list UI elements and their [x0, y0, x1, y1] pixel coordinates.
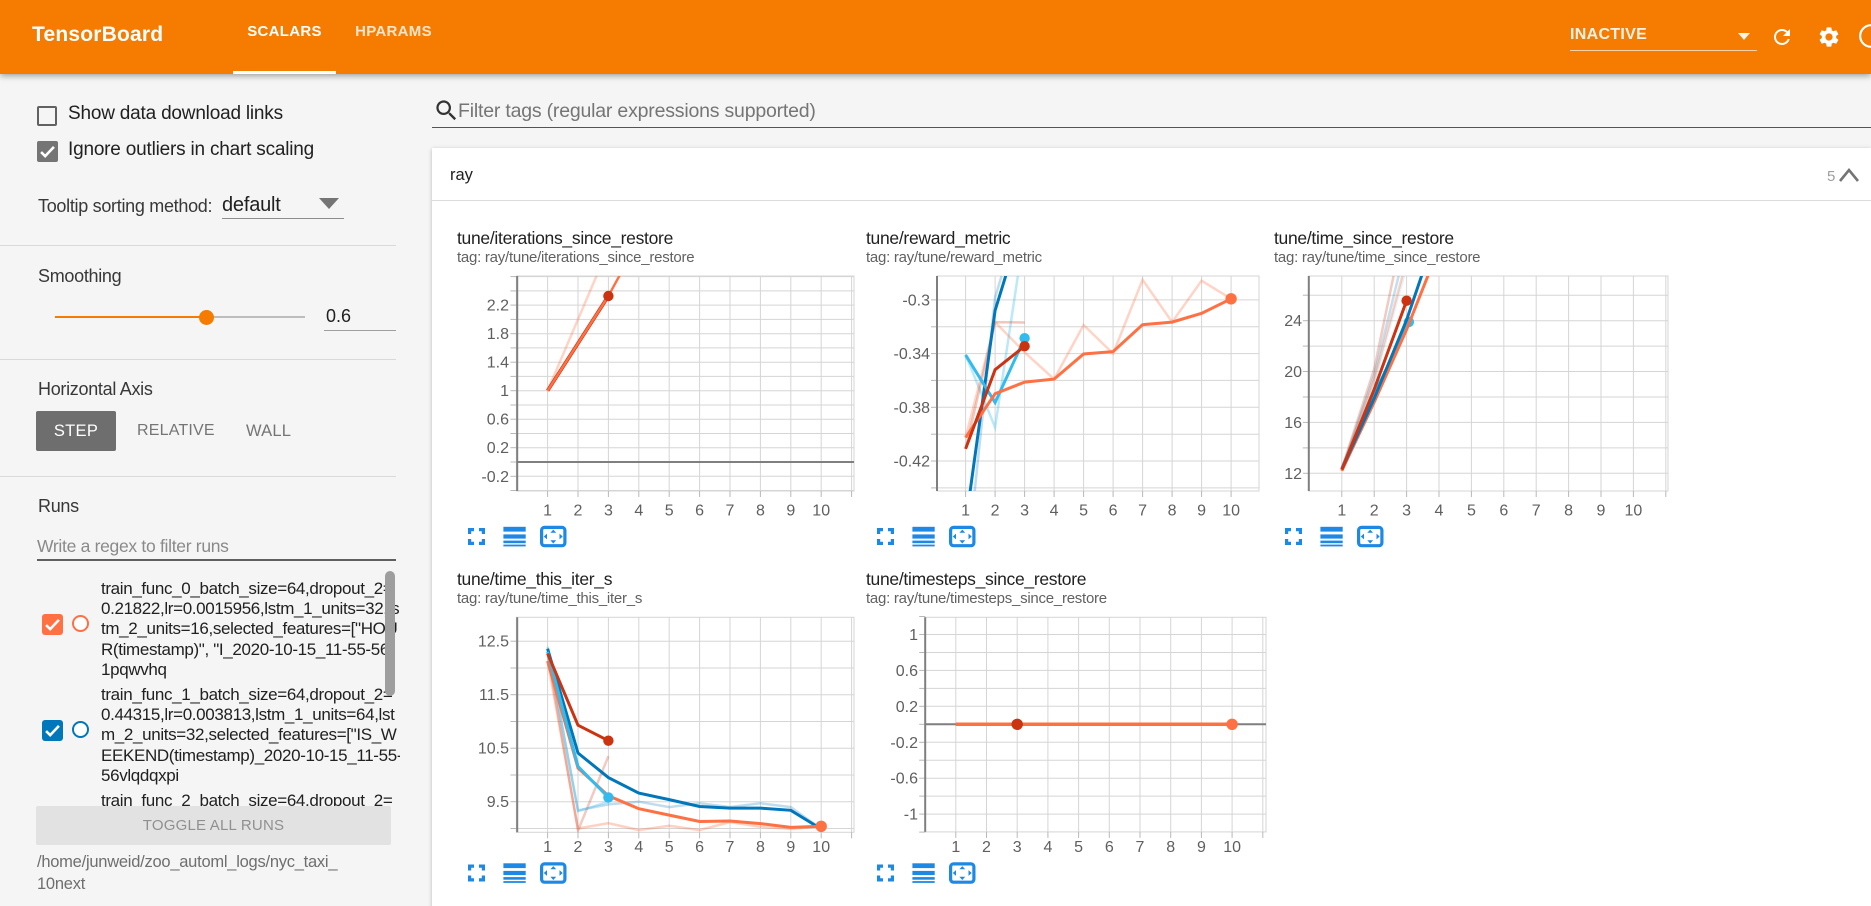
svg-text:9: 9: [786, 503, 795, 520]
svg-text:4: 4: [1043, 839, 1052, 856]
svg-text:7: 7: [1136, 839, 1145, 856]
svg-text:0.6: 0.6: [896, 663, 918, 680]
svg-text:5: 5: [1074, 839, 1083, 856]
svg-text:3: 3: [1013, 839, 1022, 856]
svg-text:-0.34: -0.34: [894, 346, 931, 363]
svg-text:20: 20: [1284, 364, 1302, 381]
svg-text:10: 10: [812, 503, 830, 520]
svg-text:5: 5: [665, 839, 674, 856]
svg-text:8: 8: [756, 839, 765, 856]
svg-text:0.2: 0.2: [896, 699, 918, 716]
svg-text:8: 8: [756, 503, 765, 520]
svg-text:7: 7: [1532, 503, 1541, 520]
svg-text:12: 12: [1284, 466, 1302, 483]
svg-text:2: 2: [982, 839, 991, 856]
svg-text:-1: -1: [904, 807, 918, 824]
svg-text:0.2: 0.2: [487, 440, 509, 457]
svg-text:2: 2: [991, 503, 1000, 520]
svg-text:7: 7: [726, 503, 735, 520]
svg-text:4: 4: [1050, 503, 1059, 520]
svg-text:10: 10: [1222, 503, 1240, 520]
svg-text:2.2: 2.2: [487, 298, 509, 315]
svg-text:6: 6: [695, 839, 704, 856]
svg-text:4: 4: [634, 839, 643, 856]
svg-text:1: 1: [543, 839, 552, 856]
svg-text:9: 9: [1197, 503, 1206, 520]
svg-text:5: 5: [1079, 503, 1088, 520]
svg-text:3: 3: [604, 503, 613, 520]
svg-text:1: 1: [909, 627, 918, 644]
svg-text:16: 16: [1284, 415, 1302, 432]
svg-text:2: 2: [1370, 503, 1379, 520]
svg-text:-0.42: -0.42: [894, 454, 931, 471]
svg-text:1.8: 1.8: [487, 326, 509, 343]
svg-text:2: 2: [574, 839, 583, 856]
svg-text:1: 1: [543, 503, 552, 520]
svg-text:10: 10: [812, 839, 830, 856]
svg-text:7: 7: [726, 839, 735, 856]
svg-text:1: 1: [961, 503, 970, 520]
svg-text:8: 8: [1564, 503, 1573, 520]
svg-text:9: 9: [1597, 503, 1606, 520]
svg-text:6: 6: [1105, 839, 1114, 856]
svg-text:9: 9: [1197, 839, 1206, 856]
svg-text:7: 7: [1138, 503, 1147, 520]
svg-text:12.5: 12.5: [478, 634, 509, 651]
svg-text:3: 3: [1020, 503, 1029, 520]
svg-text:10: 10: [1625, 503, 1643, 520]
svg-text:2: 2: [574, 503, 583, 520]
svg-text:24: 24: [1284, 313, 1302, 330]
svg-text:6: 6: [1499, 503, 1508, 520]
svg-text:-0.38: -0.38: [894, 400, 931, 417]
svg-text:-0.2: -0.2: [481, 469, 509, 486]
svg-text:1.4: 1.4: [487, 355, 509, 372]
svg-text:5: 5: [665, 503, 674, 520]
svg-text:8: 8: [1166, 839, 1175, 856]
svg-text:1: 1: [500, 383, 509, 400]
svg-text:-0.6: -0.6: [890, 771, 918, 788]
svg-text:6: 6: [695, 503, 704, 520]
svg-text:10.5: 10.5: [478, 741, 509, 758]
svg-text:0.6: 0.6: [487, 412, 509, 429]
svg-text:11.5: 11.5: [479, 687, 509, 704]
svg-text:3: 3: [1402, 503, 1411, 520]
svg-text:6: 6: [1109, 503, 1118, 520]
svg-text:9.5: 9.5: [487, 794, 509, 811]
svg-text:-0.3: -0.3: [902, 292, 930, 309]
svg-text:3: 3: [604, 839, 613, 856]
svg-text:1: 1: [951, 839, 960, 856]
svg-text:8: 8: [1168, 503, 1177, 520]
svg-text:4: 4: [1435, 503, 1444, 520]
svg-text:1: 1: [1337, 503, 1346, 520]
svg-text:-0.2: -0.2: [890, 735, 918, 752]
svg-text:9: 9: [786, 839, 795, 856]
svg-text:5: 5: [1467, 503, 1476, 520]
svg-text:4: 4: [634, 503, 643, 520]
svg-text:10: 10: [1223, 839, 1241, 856]
